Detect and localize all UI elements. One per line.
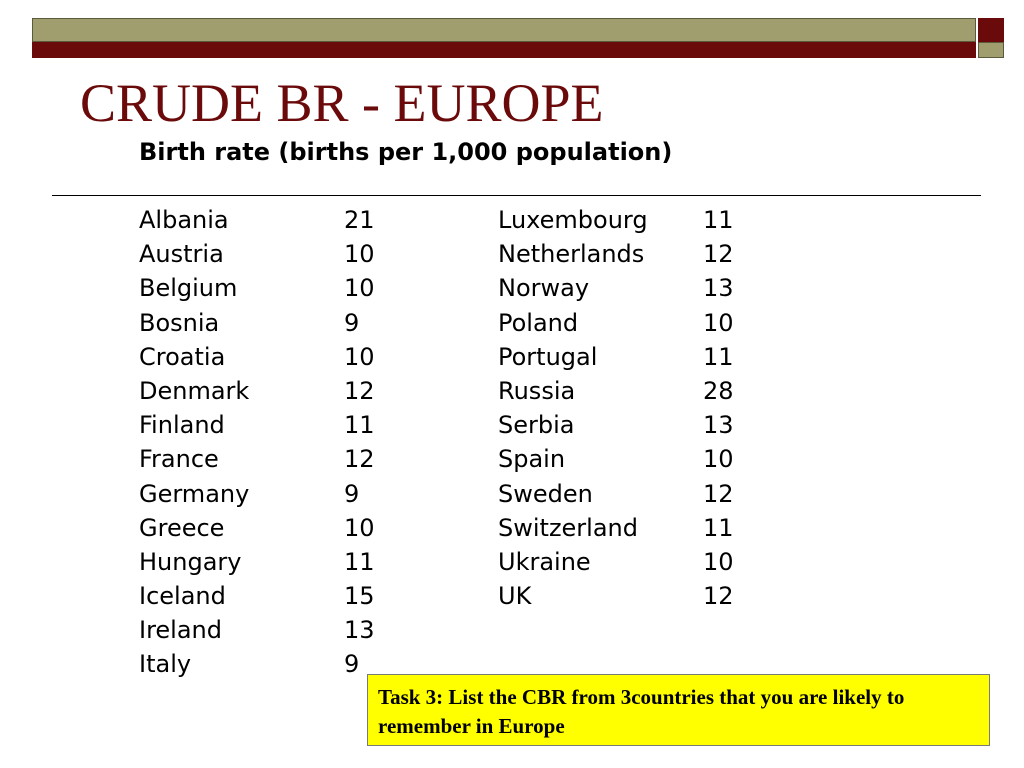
- birth-rate-value: 10: [344, 274, 375, 303]
- country-name: Switzerland: [498, 513, 638, 542]
- divider-line: [52, 195, 981, 196]
- birth-rate-value: 11: [703, 342, 734, 371]
- country-name: Sweden: [498, 479, 593, 508]
- birth-rate-value: 11: [344, 547, 375, 576]
- country-name: Iceland: [139, 582, 226, 611]
- birth-rate-value: 12: [703, 582, 734, 611]
- birth-rate-value: 13: [344, 616, 375, 645]
- birth-rate-value: 12: [703, 479, 734, 508]
- country-name: Croatia: [139, 342, 226, 371]
- country-name: Bosnia: [139, 308, 220, 337]
- slide-title: CRUDE BR - EUROPE: [80, 73, 604, 133]
- birth-rate-value: 10: [344, 240, 375, 269]
- birth-rate-value: 11: [703, 206, 734, 234]
- country-name: Poland: [498, 308, 579, 337]
- birth-rate-value: 10: [703, 547, 734, 576]
- birth-rate-value: 12: [703, 240, 734, 269]
- birth-rate-value: 13: [703, 411, 734, 440]
- header-band-olive: [32, 18, 976, 42]
- country-name: Netherlands: [498, 240, 645, 269]
- country-name: Belgium: [139, 274, 238, 303]
- country-name: Spain: [498, 445, 566, 474]
- birth-rate-value: 10: [344, 513, 375, 542]
- birth-rate-value: 9: [344, 650, 360, 679]
- birth-rate-value: 10: [703, 308, 734, 337]
- country-name: Germany: [139, 479, 250, 508]
- country-name: Luxembourg: [498, 206, 648, 234]
- birth-rate-value: 11: [344, 411, 375, 440]
- table-subtitle: Birth rate (births per 1,000 population): [139, 138, 673, 166]
- birth-rate-value: 15: [344, 582, 375, 611]
- birth-rate-value: 10: [344, 342, 375, 371]
- birth-rate-value: 10: [703, 445, 734, 474]
- country-name: Serbia: [498, 411, 575, 440]
- header-band-maroon: [32, 42, 976, 58]
- birth-rate-value: 28: [703, 376, 734, 405]
- country-name: Ireland: [139, 616, 223, 645]
- corner-block-olive: [978, 42, 1004, 58]
- birth-rate-value: 9: [344, 308, 360, 337]
- country-name: Austria: [139, 240, 224, 269]
- country-name: UK: [498, 582, 532, 611]
- birth-rate-value: 9: [344, 479, 360, 508]
- country-name: France: [139, 445, 219, 474]
- country-name: Denmark: [139, 376, 250, 405]
- country-name: Russia: [498, 376, 576, 405]
- birth-rate-value: 13: [703, 274, 734, 303]
- country-name: Portugal: [498, 342, 598, 371]
- country-name: Norway: [498, 274, 590, 303]
- birth-rate-value: 12: [344, 376, 375, 405]
- country-name: Hungary: [139, 547, 242, 576]
- country-name: Ukraine: [498, 547, 591, 576]
- task-box: Task 3: List the CBR from 3countries tha…: [367, 674, 990, 746]
- country-name: Italy: [139, 650, 192, 679]
- country-name: Albania: [139, 206, 229, 234]
- country-name: Finland: [139, 411, 225, 440]
- birth-rate-value: 11: [703, 513, 734, 542]
- birth-rate-value: 12: [344, 445, 375, 474]
- birth-rate-value: 21: [344, 206, 375, 234]
- corner-block-maroon: [978, 18, 1004, 42]
- country-name: Greece: [139, 513, 225, 542]
